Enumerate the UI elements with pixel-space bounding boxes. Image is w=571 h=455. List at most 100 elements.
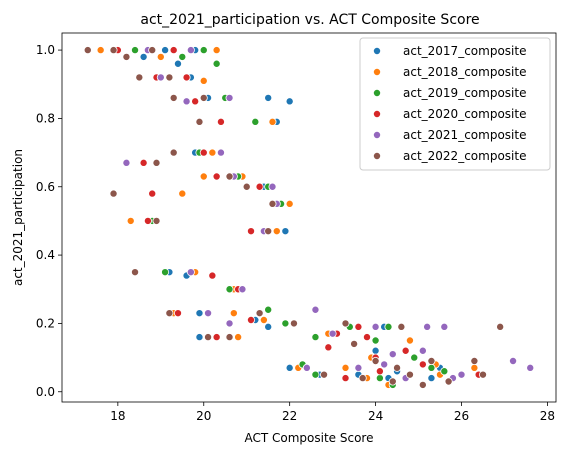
data-point (148, 46, 157, 55)
data-point (109, 189, 118, 198)
data-point (470, 363, 479, 372)
data-point (393, 363, 402, 372)
data-point (302, 363, 311, 372)
data-point (199, 93, 208, 102)
legend-label: act_2021_composite (403, 128, 526, 142)
y-tick-label: 0.6 (36, 180, 55, 194)
plot-frame (61, 32, 557, 403)
data-point (418, 360, 427, 369)
data-point (457, 370, 466, 379)
data-point (199, 172, 208, 181)
data-point (212, 46, 221, 55)
data-point (509, 356, 518, 365)
data-point (264, 305, 273, 314)
data-point (178, 52, 187, 61)
series-act_2022_composite (83, 46, 505, 389)
data-point (109, 46, 118, 55)
data-point (169, 148, 178, 157)
data-point (410, 353, 419, 362)
data-point (238, 285, 247, 294)
data-point (478, 370, 487, 379)
legend-label: act_2017_composite (403, 44, 526, 58)
data-point (208, 271, 217, 280)
data-points (83, 46, 535, 389)
data-point (212, 172, 221, 181)
data-point (350, 339, 359, 348)
y-axis-label: act_2021_participation (11, 149, 25, 286)
data-point (264, 322, 273, 331)
data-point (384, 322, 393, 331)
data-point (199, 148, 208, 157)
data-point (251, 117, 260, 126)
data-point (208, 148, 217, 157)
data-point (191, 97, 200, 106)
x-tick-label: 24 (368, 409, 383, 423)
data-point (427, 374, 436, 383)
legend-marker (372, 89, 381, 98)
data-point (131, 268, 140, 277)
data-point (173, 59, 182, 68)
data-point (169, 93, 178, 102)
data-point (161, 268, 170, 277)
y-tick-label: 0.8 (36, 111, 55, 125)
data-point (225, 333, 234, 342)
data-point (225, 285, 234, 294)
data-point (173, 309, 182, 318)
data-point (195, 117, 204, 126)
data-point (161, 46, 170, 55)
legend-marker (372, 151, 381, 160)
data-point (375, 367, 384, 376)
data-point (371, 356, 380, 365)
data-point (139, 158, 148, 167)
data-point (225, 319, 234, 328)
data-point (289, 319, 298, 328)
data-point (264, 93, 273, 102)
data-point (199, 46, 208, 55)
data-point (152, 158, 161, 167)
data-point (380, 360, 389, 369)
legend-marker (372, 47, 381, 56)
data-point (268, 182, 277, 191)
chart-title: act_2021_participation vs. ACT Composite… (140, 12, 479, 28)
data-point (216, 148, 225, 157)
data-point (440, 322, 449, 331)
y-tick-label: 0.4 (36, 248, 55, 262)
data-point (131, 46, 140, 55)
data-point (268, 199, 277, 208)
data-point (371, 336, 380, 345)
data-point (259, 315, 268, 324)
data-point (324, 343, 333, 352)
data-point (264, 227, 273, 236)
data-point (165, 309, 174, 318)
data-point (126, 216, 135, 225)
data-point (195, 333, 204, 342)
legend-marker (372, 110, 381, 119)
legend: act_2017_composite act_2018_composite act_… (359, 37, 551, 171)
data-point (225, 172, 234, 181)
data-point (225, 93, 234, 102)
data-point (186, 46, 195, 55)
legend-label: act_2019_composite (403, 86, 526, 100)
data-point (156, 73, 165, 82)
data-point (418, 380, 427, 389)
y-axis-ticks: 0.0 0.2 0.4 0.6 0.8 1.0 (36, 43, 62, 399)
data-point (427, 356, 436, 365)
data-point (397, 322, 406, 331)
legend-label: act_2018_composite (403, 65, 526, 79)
data-point (405, 370, 414, 379)
y-tick-label: 1.0 (36, 43, 55, 57)
data-point (272, 227, 281, 236)
data-point (285, 199, 294, 208)
data-point (135, 73, 144, 82)
data-point (178, 189, 187, 198)
data-point (341, 363, 350, 372)
y-tick-label: 0.0 (36, 385, 55, 399)
x-tick-label: 26 (454, 409, 469, 423)
legend-marker (372, 68, 381, 77)
x-axis-ticks: 18 20 22 24 26 28 (110, 402, 555, 423)
data-point (401, 346, 410, 355)
data-point (311, 333, 320, 342)
data-point (156, 52, 165, 61)
data-point (143, 216, 152, 225)
